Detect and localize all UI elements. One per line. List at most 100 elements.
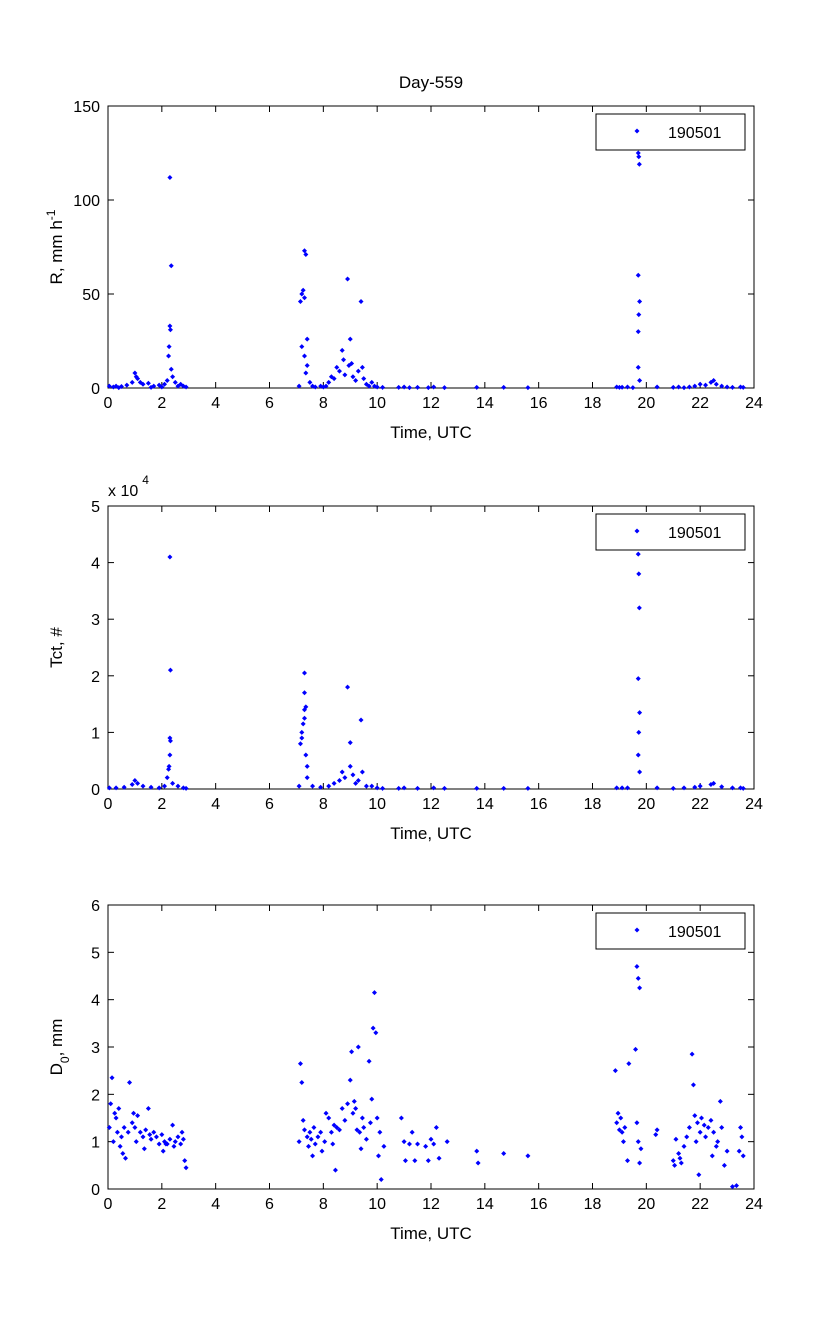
data-point [370,1025,376,1031]
y-axis-label-superscript: -1 [44,209,58,220]
data-point [719,784,725,790]
x-tick-label: 6 [265,796,274,813]
data-point [353,1106,359,1112]
data-point [406,385,412,391]
data-point [366,383,372,389]
data-point [175,783,181,789]
data-point [116,385,122,391]
data-point [299,291,305,297]
data-point [312,1141,318,1147]
data-point [690,1082,696,1088]
data-point [310,783,316,789]
x-tick-label: 8 [319,395,328,412]
data-point [729,785,735,791]
data-point [315,1134,321,1140]
data-point [374,785,380,791]
data-point [132,1124,138,1130]
data-point [396,785,402,791]
data-point [301,715,307,721]
data-point [331,780,337,786]
x-tick-label: 14 [476,395,494,412]
data-point [366,1058,372,1064]
data-point [634,128,640,134]
data-point [347,763,353,769]
data-point [336,368,342,374]
data-point [436,1155,442,1161]
data-point [129,379,135,385]
legend-label: 190501 [668,125,721,142]
data-point [303,370,309,376]
data-point [132,778,138,784]
data-point [444,1139,450,1145]
data-point [715,1139,721,1145]
data-point [140,1134,146,1140]
data-point [297,1061,303,1067]
x-tick-label: 0 [104,796,113,813]
data-point [135,376,141,382]
data-point [183,785,189,791]
data-point [703,382,709,388]
data-point [361,376,367,382]
data-point [164,377,170,383]
data-point [357,1129,363,1135]
data-point [637,377,643,383]
data-point [141,1146,147,1152]
y-tick-label: 50 [82,287,100,304]
y-tick-label: 0 [91,1182,100,1199]
data-point [729,1184,735,1190]
data-point [296,1139,302,1145]
data-point [415,1141,421,1147]
data-point [634,927,640,933]
data-point [676,1151,682,1156]
data-point [692,784,698,790]
data-point [299,1080,305,1085]
data-point [361,1124,367,1130]
data-point [312,384,318,390]
data-point [729,384,735,390]
data-point [433,1124,439,1130]
data-point [681,785,687,791]
data-point [306,1143,312,1149]
data-point [724,384,730,390]
data-point [740,384,746,390]
data-point [113,1115,119,1121]
data-point [619,785,625,791]
data-point [474,785,480,791]
data-point [339,769,345,775]
data-point [183,1165,189,1171]
data-point [378,1177,384,1183]
data-point [398,1115,404,1121]
legend-box [595,113,746,151]
data-point [441,785,447,791]
data-point [140,381,146,387]
data-point [635,975,641,981]
data-point [525,1153,531,1159]
data-point [709,1153,715,1159]
data-point [304,1134,310,1140]
data-point [145,380,151,386]
data-point [358,717,364,723]
x-tick-label: 20 [637,1196,655,1213]
y-axis-label-text: R, mm h [47,220,66,284]
data-point [148,1136,154,1142]
data-point [684,1134,690,1140]
data-point [122,1155,128,1161]
data-point [622,1124,628,1130]
data-point [358,1146,364,1152]
x-tick-label: 10 [368,395,386,412]
data-point [636,154,642,160]
data-point [412,1158,418,1164]
data-point [501,1151,507,1156]
data-point [474,384,480,390]
y-tick-label: 2 [91,669,100,686]
x-tick-label: 24 [745,1196,763,1213]
data-point [637,769,643,775]
data-point [304,362,310,368]
data-point [300,287,306,293]
plot-area [107,105,755,389]
data-point [180,1136,186,1142]
data-point [127,1080,133,1085]
data-point [501,785,507,791]
